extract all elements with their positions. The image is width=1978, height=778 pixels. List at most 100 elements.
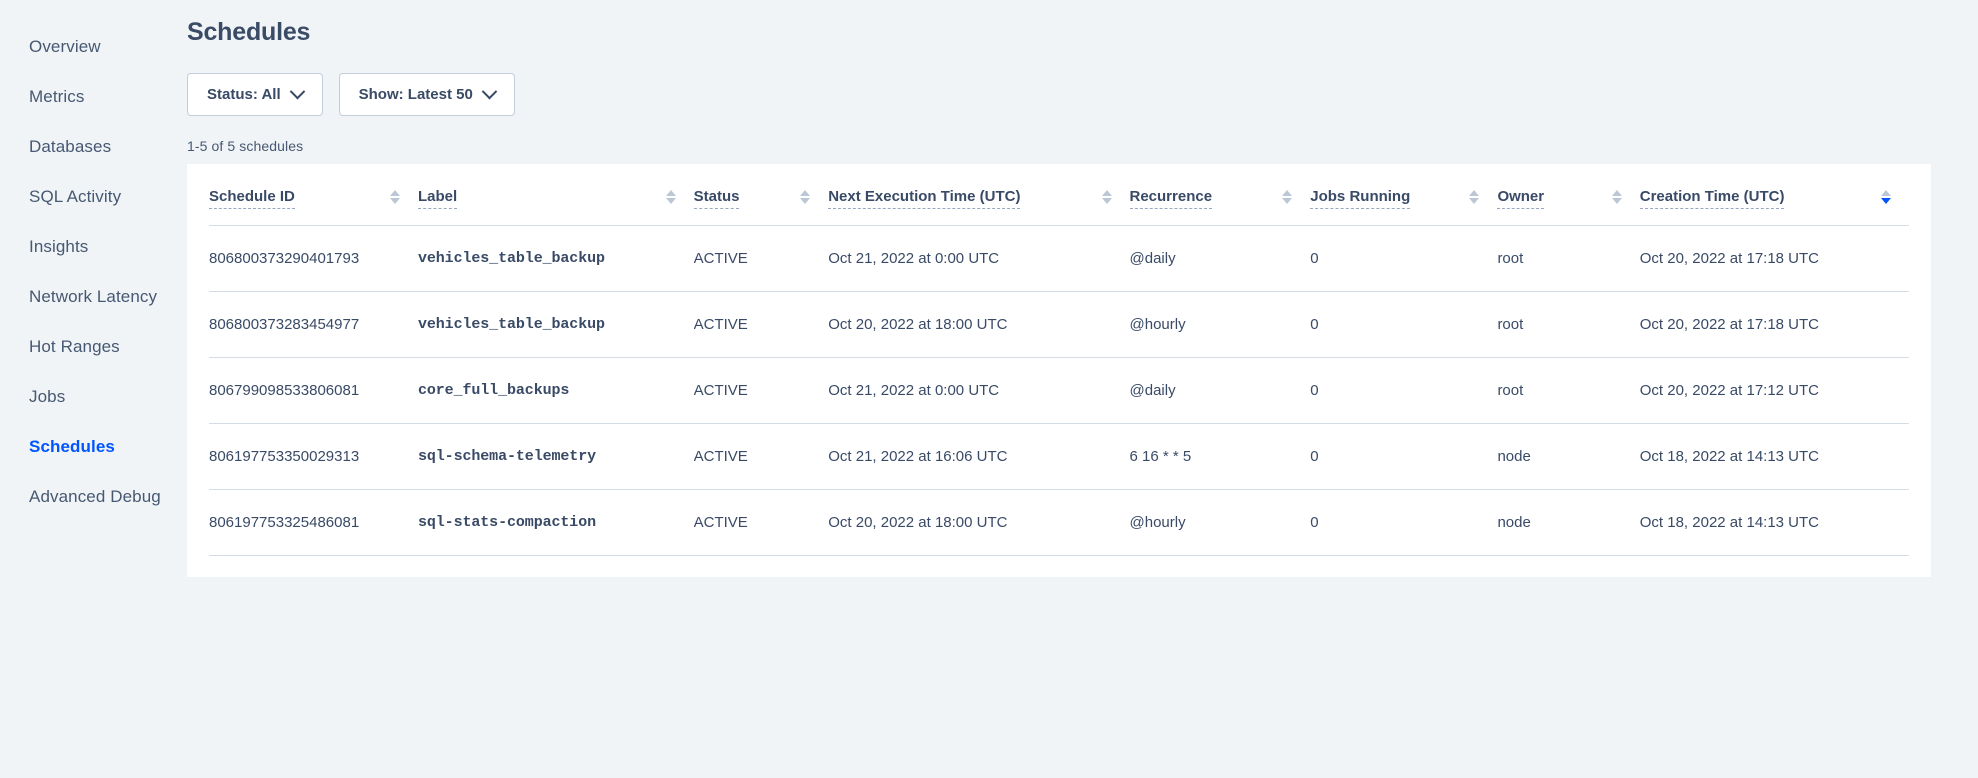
filter-label: Status: All	[207, 86, 281, 103]
cell-creation-time: Oct 20, 2022 at 17:18 UTC	[1639, 291, 1909, 358]
sidebar-item-network-latency[interactable]: Network Latency	[0, 272, 187, 322]
result-count: 1-5 of 5 schedules	[187, 138, 304, 154]
table-row[interactable]: 806800373290401793 vehicles_table_backup A…	[209, 225, 1909, 292]
column-header-recurrence[interactable]: Recurrence	[1129, 164, 1311, 226]
column-header-next-execution-time-utc[interactable]: Next Execution Time (UTC)	[828, 164, 1130, 226]
sort-toggle-icon[interactable]	[1469, 190, 1480, 207]
cell-recurrence: @hourly	[1129, 489, 1311, 556]
filter-bar: Status: All Show: Latest 50	[187, 73, 1978, 116]
chevron-down-icon	[289, 83, 305, 100]
table-row[interactable]: 806799098533806081 core_full_backups ACTIV…	[209, 357, 1909, 424]
table-row[interactable]: 806197753350029313 sql-schema-telemetry AC…	[209, 423, 1909, 490]
sidebar-item-label: Schedules	[29, 437, 115, 456]
cell-recurrence: @hourly	[1129, 291, 1311, 358]
cell-status: ACTIVE	[693, 291, 829, 358]
column-header-label[interactable]: Next Execution Time (UTC)	[828, 188, 1021, 209]
sort-toggle-icon[interactable]	[1282, 190, 1293, 207]
cell-status: ACTIVE	[693, 357, 829, 424]
cell-owner: root	[1497, 357, 1640, 424]
cell-creation-time: Oct 18, 2022 at 14:13 UTC	[1639, 423, 1909, 490]
cell-jobs-running: 0	[1310, 225, 1498, 292]
sort-toggle-icon[interactable]	[389, 190, 400, 207]
cell-label[interactable]: sql-schema-telemetry	[417, 423, 694, 490]
column-header-owner[interactable]: Owner	[1497, 164, 1640, 226]
cell-schedule-id[interactable]: 806800373290401793	[209, 225, 418, 292]
column-header-label[interactable]: Label	[417, 188, 458, 209]
show-filter[interactable]: Show: Latest 50	[338, 73, 515, 116]
sidebar-item-schedules[interactable]: Schedules	[0, 422, 187, 472]
sidebar-item-sql-activity[interactable]: SQL Activity	[0, 172, 187, 222]
sidebar-item-label: Jobs	[29, 387, 66, 406]
page-title: Schedules	[187, 18, 311, 46]
sidebar-item-label: Advanced Debug	[29, 487, 161, 506]
cell-schedule-id[interactable]: 806197753350029313	[209, 423, 418, 490]
column-header-label[interactable]: Schedule ID	[209, 188, 295, 209]
cell-jobs-running: 0	[1310, 291, 1498, 358]
cell-schedule-id[interactable]: 806799098533806081	[209, 357, 418, 424]
sort-toggle-icon[interactable]	[800, 190, 811, 207]
cell-owner: root	[1497, 225, 1640, 292]
table-header: Schedule ID Label Status Next Execution Tim…	[209, 164, 1909, 226]
cell-next-execution: Oct 20, 2022 at 18:00 UTC	[828, 489, 1130, 556]
column-header-label[interactable]: Creation Time (UTC)	[1639, 188, 1785, 209]
cell-recurrence: 6 16 * * 5	[1129, 423, 1311, 490]
cell-recurrence: @daily	[1129, 357, 1311, 424]
table-row[interactable]: 806197753325486081 sql-stats-compaction AC…	[209, 489, 1909, 556]
column-header-label[interactable]: Label	[417, 164, 694, 226]
sort-toggle-icon[interactable]	[1101, 190, 1112, 207]
sidebar-item-label: Overview	[29, 37, 101, 56]
column-header-label[interactable]: Recurrence	[1129, 188, 1213, 209]
cell-owner: node	[1497, 489, 1640, 556]
sidebar-item-hot-ranges[interactable]: Hot Ranges	[0, 322, 187, 372]
cell-owner: root	[1497, 291, 1640, 358]
schedules-table: Schedule ID Label Status Next Execution Tim…	[209, 164, 1909, 556]
column-header-label[interactable]: Jobs Running	[1310, 188, 1411, 209]
cell-schedule-id[interactable]: 806197753325486081	[209, 489, 418, 556]
table-row[interactable]: 806800373283454977 vehicles_table_backup A…	[209, 291, 1909, 358]
sidebar-item-databases[interactable]: Databases	[0, 122, 187, 172]
table-body: 806800373290401793 vehicles_table_backup A…	[209, 225, 1909, 556]
cell-next-execution: Oct 21, 2022 at 0:00 UTC	[828, 357, 1130, 424]
cell-label[interactable]: vehicles_table_backup	[417, 291, 694, 358]
cell-status: ACTIVE	[693, 225, 829, 292]
sidebar-item-label: Metrics	[29, 87, 85, 106]
sort-toggle-icon[interactable]	[1881, 190, 1891, 207]
sidebar-item-metrics[interactable]: Metrics	[0, 72, 187, 122]
sidebar-item-overview[interactable]: Overview	[0, 22, 187, 72]
column-header-jobs-running[interactable]: Jobs Running	[1310, 164, 1498, 226]
cell-status: ACTIVE	[693, 489, 829, 556]
cell-label[interactable]: core_full_backups	[417, 357, 694, 424]
sidebar-item-label: SQL Activity	[29, 187, 122, 206]
cell-label[interactable]: sql-stats-compaction	[417, 489, 694, 556]
cell-schedule-id[interactable]: 806800373283454977	[209, 291, 418, 358]
cell-creation-time: Oct 20, 2022 at 17:18 UTC	[1639, 225, 1909, 292]
cell-next-execution: Oct 20, 2022 at 18:00 UTC	[828, 291, 1130, 358]
column-header-status[interactable]: Status	[693, 164, 829, 226]
cell-jobs-running: 0	[1310, 357, 1498, 424]
sidebar-item-label: Hot Ranges	[29, 337, 120, 356]
column-header-label[interactable]: Owner	[1497, 188, 1545, 209]
cell-jobs-running: 0	[1310, 423, 1498, 490]
table-card-footer	[209, 556, 1909, 577]
sidebar-item-label: Databases	[29, 137, 112, 156]
sidebar-item-insights[interactable]: Insights	[0, 222, 187, 272]
column-header-schedule-id[interactable]: Schedule ID	[209, 164, 418, 226]
cell-jobs-running: 0	[1310, 489, 1498, 556]
cell-creation-time: Oct 18, 2022 at 14:13 UTC	[1639, 489, 1909, 556]
status-filter[interactable]: Status: All	[187, 73, 323, 116]
sidebar-item-label: Insights	[29, 237, 89, 256]
column-header-label[interactable]: Status	[693, 188, 740, 209]
sort-toggle-icon[interactable]	[665, 190, 676, 207]
sidebar-nav-list: Overview Metrics Databases SQL Activity Insi…	[0, 22, 187, 522]
schedules-table-card: Schedule ID Label Status Next Execution Tim…	[187, 164, 1931, 577]
cell-next-execution: Oct 21, 2022 at 0:00 UTC	[828, 225, 1130, 292]
sidebar-item-advanced-debug[interactable]: Advanced Debug	[0, 472, 187, 522]
column-header-creation-time-utc[interactable]: Creation Time (UTC)	[1639, 164, 1909, 226]
cell-label[interactable]: vehicles_table_backup	[417, 225, 694, 292]
sidebar-item-jobs[interactable]: Jobs	[0, 372, 187, 422]
filter-label: Show: Latest 50	[358, 86, 473, 103]
table-header-row: Schedule ID Label Status Next Execution Tim…	[209, 164, 1909, 226]
cell-recurrence: @daily	[1129, 225, 1311, 292]
sort-toggle-icon[interactable]	[1611, 190, 1622, 207]
